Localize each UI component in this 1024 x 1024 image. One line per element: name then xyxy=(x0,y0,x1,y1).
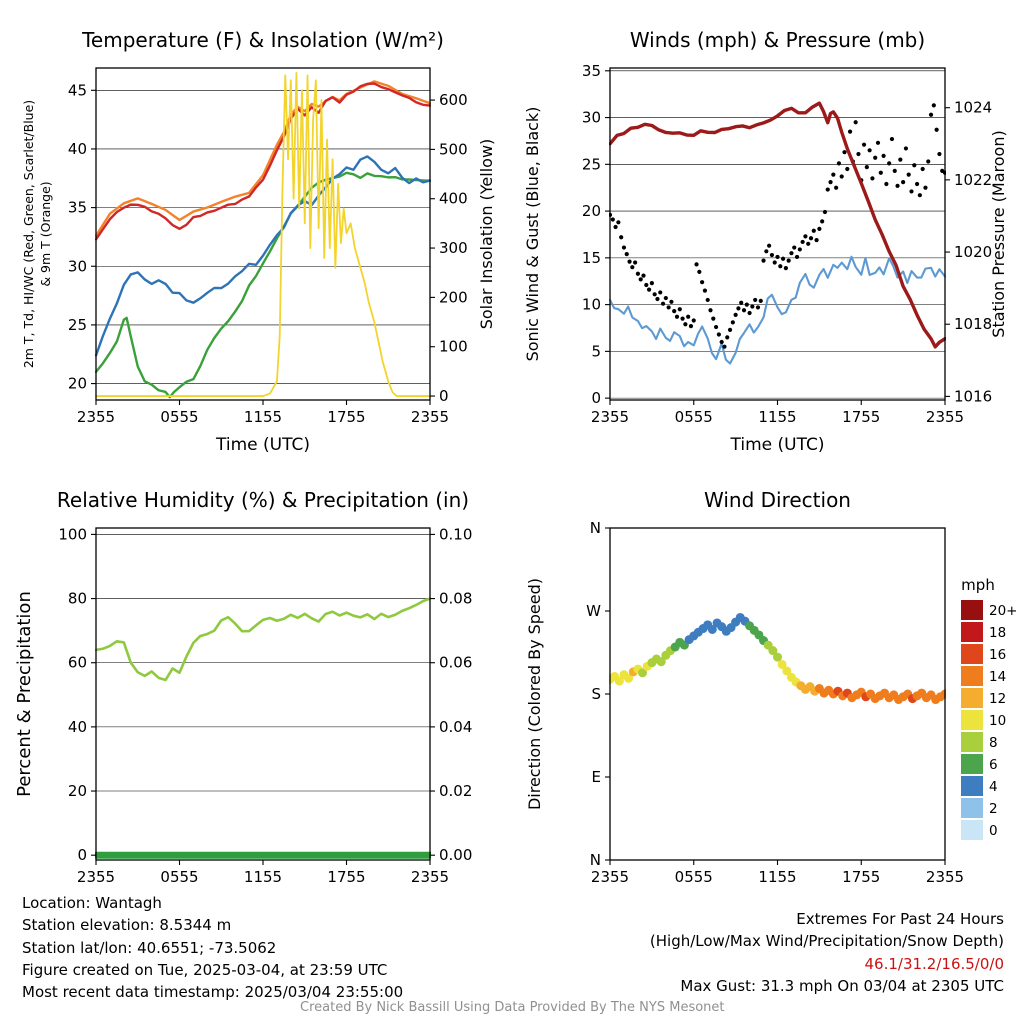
credit-line: Created By Nick Bassill Using Data Provi… xyxy=(300,1000,725,1015)
station-info: Location: Wantagh Station elevation: 8.5… xyxy=(22,892,403,1003)
extremes-title: Extremes For Past 24 Hours xyxy=(796,910,1004,928)
station-latlon: Station lat/lon: 40.6551; -73.5062 xyxy=(22,938,277,957)
extremes-info: Extremes For Past 24 Hours (High/Low/Max… xyxy=(650,908,1004,997)
max-gust: Max Gust: 31.3 mph On 03/04 at 2305 UTC xyxy=(680,976,1004,995)
extremes-values: 46.1/31.2/16.5/0/0 xyxy=(864,954,1005,973)
temperature-insolation-chart xyxy=(0,10,512,465)
recent-timestamp: Most recent data timestamp: 2025/03/04 2… xyxy=(22,983,404,1002)
station-elevation: Station elevation: 8.5344 m xyxy=(22,916,232,935)
figure-created: Figure created on Tue, 2025-03-04, at 23… xyxy=(22,960,388,979)
extremes-subtitle: (High/Low/Max Wind/Precipitation/Snow De… xyxy=(649,932,1004,951)
station-location: Location: Wantagh xyxy=(22,894,162,912)
wind-direction-chart xyxy=(512,470,1024,890)
winds-pressure-chart xyxy=(512,10,1024,465)
humidity-precipitation-chart xyxy=(0,470,512,890)
